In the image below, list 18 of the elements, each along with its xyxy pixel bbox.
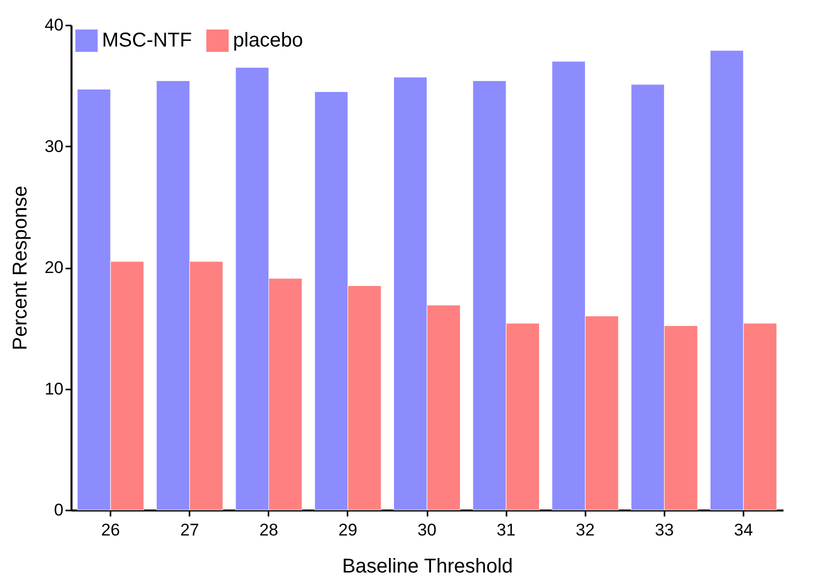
y-tick-label: 40 <box>44 16 64 34</box>
legend-label: MSC-NTF <box>102 30 192 52</box>
x-tick-label: 34 <box>734 520 753 540</box>
x-axis-title: Baseline Threshold <box>342 556 513 578</box>
y-axis-title: Percent Response <box>10 186 32 350</box>
y-tick-label: 10 <box>44 379 64 398</box>
y-tick-label: 20 <box>44 258 64 277</box>
x-tick-label: 27 <box>180 520 200 540</box>
x-tick-label: 28 <box>259 520 278 540</box>
x-tick-label: 31 <box>496 520 516 540</box>
x-tick-label: 33 <box>654 520 674 540</box>
x-tick-label: 29 <box>338 520 358 540</box>
x-tick-label: 30 <box>418 520 436 540</box>
y-tick-label: 0 <box>54 500 64 520</box>
legend-label: placebo <box>233 30 304 52</box>
y-tick-label: 30 <box>44 136 64 156</box>
x-tick-label: 26 <box>101 520 120 540</box>
x-tick-label: 32 <box>576 520 595 540</box>
